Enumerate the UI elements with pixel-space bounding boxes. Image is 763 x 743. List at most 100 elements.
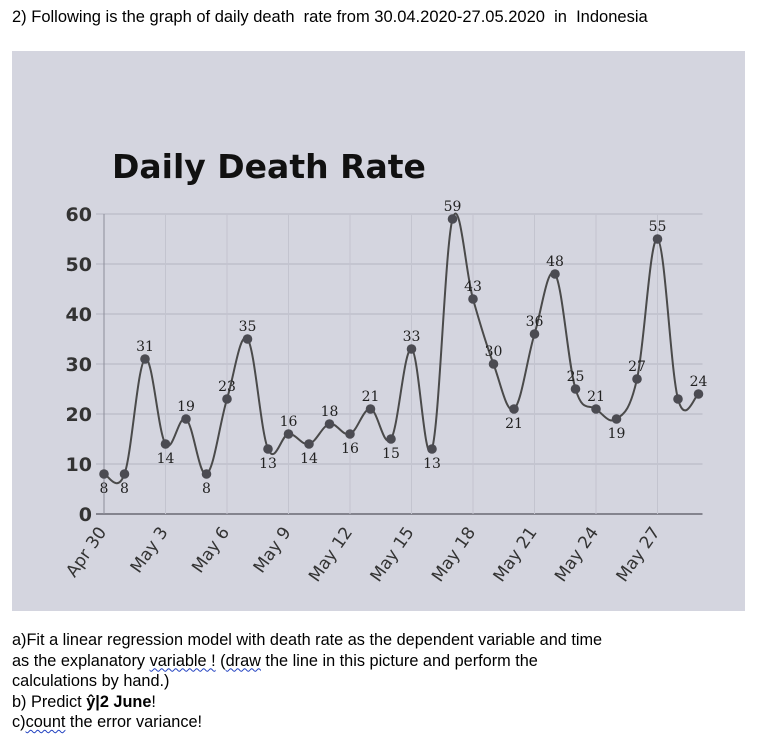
data-point: [160, 439, 171, 449]
data-point: [345, 429, 355, 439]
data-label: 18: [321, 404, 339, 420]
data-point: [365, 404, 376, 414]
data-label: 35: [239, 319, 257, 335]
chart-title: Daily Death Rate: [112, 147, 426, 186]
data-point: [529, 329, 540, 339]
x-tick-label: May 21: [490, 523, 542, 585]
x-tick-label: May 15: [367, 523, 419, 585]
data-point: [427, 444, 437, 454]
data-point: [447, 214, 458, 224]
data-label: 43: [464, 279, 482, 295]
data-label: 15: [382, 446, 400, 462]
data-point: [509, 404, 519, 414]
data-label: 16: [341, 441, 359, 457]
data-point: [119, 469, 130, 479]
data-point: [283, 429, 294, 439]
data-point: [632, 374, 642, 384]
data-label: 19: [177, 399, 195, 415]
data-label: 25: [567, 369, 585, 385]
data-point: [570, 384, 581, 394]
data-label: 14: [300, 451, 318, 467]
data-label: 13: [423, 456, 441, 472]
series-line: [103, 212, 700, 485]
data-label: 8: [120, 481, 129, 497]
data-point: [99, 469, 109, 479]
data-label: 21: [587, 389, 605, 405]
question-c-wavy: count: [25, 713, 66, 731]
data-label: 31: [136, 339, 154, 355]
data-point: [406, 344, 417, 354]
x-tick-label: May 12: [305, 523, 357, 585]
questions-block: a)Fit a linear regression model with dea…: [12, 630, 732, 733]
data-label: 36: [526, 314, 544, 330]
data-point: [550, 269, 560, 279]
data-point: [488, 359, 499, 369]
question-a-text-2a: as the explanatory: [12, 651, 150, 670]
data-label: 19: [608, 426, 626, 442]
question-a-text-2e: the line in this picture and perform the: [260, 651, 538, 670]
data-label: 59: [444, 199, 462, 215]
question-a-prefix: a): [12, 631, 27, 649]
data-label: 30: [485, 344, 503, 360]
data-label: 33: [403, 329, 421, 345]
y-tick-label: 60: [66, 204, 92, 226]
question-a-line-2: as the explanatory variable ! (draw the …: [12, 651, 732, 672]
data-point: [324, 419, 335, 429]
data-label: 48: [546, 254, 564, 270]
y-tick-label: 10: [66, 454, 92, 476]
data-point: [386, 434, 396, 444]
data-point: [652, 234, 663, 244]
data-label: 21: [362, 389, 380, 405]
y-tick-label: 40: [66, 304, 92, 326]
y-tick-label: 20: [66, 404, 92, 426]
x-tick-label: May 24: [551, 523, 603, 585]
data-point: [693, 389, 704, 399]
question-b-end: !: [151, 692, 156, 711]
data-label: 21: [505, 416, 523, 432]
data-point: [263, 444, 273, 454]
question-a-line-3: calculations by hand.): [12, 672, 170, 690]
question-a-line-1: a)Fit a linear regression model with dea…: [12, 630, 732, 651]
data-point: [201, 469, 212, 479]
y-tick-label: 50: [66, 254, 92, 276]
question-a-text-2c: (: [215, 651, 226, 670]
data-label: 55: [649, 219, 667, 235]
data-point: [304, 439, 314, 449]
x-tick-label: May 9: [250, 523, 296, 577]
data-label: 8: [202, 481, 211, 497]
question-b-bold: ŷ|2 June: [86, 692, 152, 711]
question-c-prefix: c): [12, 713, 26, 731]
x-tick-label: Apr 30: [62, 523, 111, 581]
x-tick-label: May 27: [613, 523, 665, 585]
question-heading: 2) Following is the graph of daily death…: [12, 8, 648, 26]
chart-panel: Daily Death Rate 0 10 20 30 40 50 60 Apr 30 May…: [12, 51, 745, 611]
data-point: [140, 354, 150, 364]
x-tick-label: May 6: [188, 523, 234, 577]
data-label: 16: [280, 414, 298, 430]
question-b-line: b) Predict ŷ|2 June!: [12, 692, 732, 713]
data-label: 24: [690, 374, 708, 390]
data-point: [591, 404, 601, 414]
data-point: [242, 334, 253, 344]
data-point: [673, 394, 683, 404]
question-a-text-2b: variable !: [149, 651, 216, 670]
question-b-text: Predict: [26, 692, 87, 711]
data-point: [611, 414, 622, 424]
question-a-text-2d: draw: [225, 651, 261, 670]
x-tick-label: May 18: [428, 523, 480, 585]
data-point: [468, 294, 478, 304]
data-label: 13: [259, 456, 277, 472]
question-b-prefix: b): [12, 692, 27, 711]
data-point: [222, 394, 232, 404]
daily-death-rate-chart: Daily Death Rate 0 10 20 30 40 50 60 Apr 30 May…: [62, 147, 708, 586]
question-a-text-1: Fit a linear regression model with death…: [26, 631, 603, 649]
y-tick-label: 0: [79, 504, 92, 526]
data-label: 27: [628, 359, 646, 375]
data-point: [181, 414, 191, 424]
question-c-line: c)count the error variance!: [12, 712, 732, 733]
data-label: 23: [218, 379, 236, 395]
x-tick-label: May 3: [127, 523, 173, 577]
data-label: 14: [157, 451, 175, 467]
question-c-text: the error variance!: [65, 713, 203, 731]
y-tick-label: 30: [66, 354, 92, 376]
